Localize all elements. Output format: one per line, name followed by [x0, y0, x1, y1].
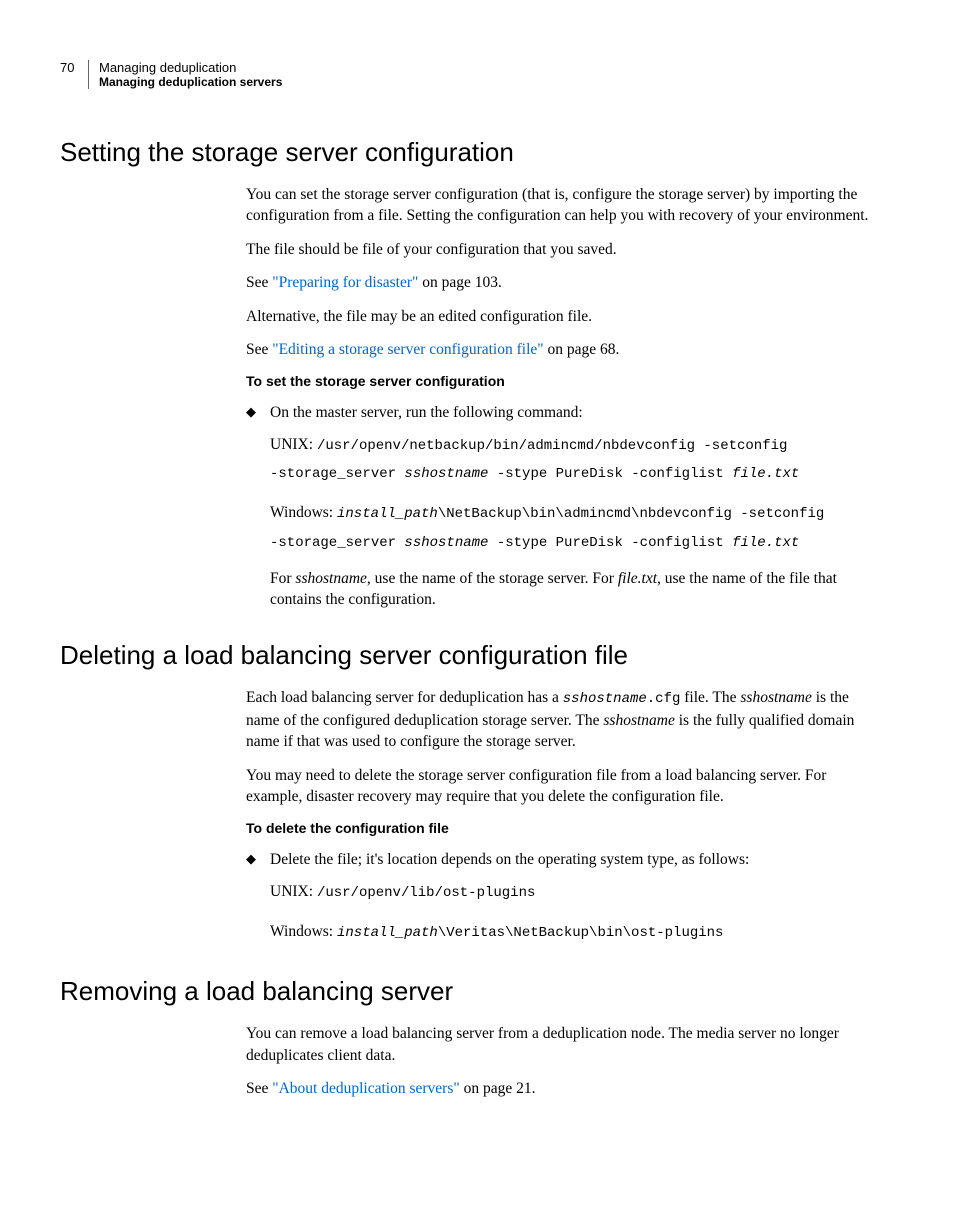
xref-link[interactable]: "Editing a storage server configuration … [272, 341, 543, 358]
text: , use the name of the storage server. Fo… [367, 570, 618, 587]
text: file. The [680, 689, 740, 706]
bullet-icon: ◆ [246, 402, 270, 422]
command-line: Windows: install_path\NetBackup\bin\admi… [270, 499, 884, 555]
platform-label: Windows: [270, 923, 337, 940]
platform-label: Windows: [270, 504, 337, 521]
text: For [270, 570, 295, 587]
text: on page 68. [544, 341, 620, 358]
paragraph: You may need to delete the storage serve… [246, 765, 884, 808]
text: on page 21. [460, 1080, 536, 1097]
command-text: \Veritas\NetBackup\bin\ost-plugins [438, 925, 724, 941]
section-heading-2: Deleting a load balancing server configu… [60, 640, 884, 671]
command-variable: file.txt [732, 466, 799, 482]
command-text: -storage_server [270, 535, 404, 551]
platform-label: UNIX: [270, 436, 317, 453]
command-text: -stype PureDisk -configlist [488, 535, 732, 551]
xref-link[interactable]: "Preparing for disaster" [272, 274, 418, 291]
command-variable: sshostname [404, 466, 488, 482]
command-variable: install_path [337, 925, 438, 941]
command-line: UNIX: /usr/openv/lib/ost-plugins [270, 878, 884, 906]
text-italic: sshostname [603, 712, 674, 729]
paragraph: See "Editing a storage server configurat… [246, 339, 884, 360]
page-number: 70 [60, 60, 88, 75]
paragraph: See "About deduplication servers" on pag… [246, 1078, 884, 1099]
xref-link[interactable]: "About deduplication servers" [272, 1080, 459, 1097]
paragraph: The file should be file of your configur… [246, 239, 884, 260]
platform-label: UNIX: [270, 883, 317, 900]
text-italic: file.txt [618, 570, 657, 587]
inline-mono: .cfg [647, 691, 681, 707]
command-line: UNIX: /usr/openv/netbackup/bin/admincmd/… [270, 431, 884, 487]
bullet-icon: ◆ [246, 849, 270, 869]
command-text: /usr/openv/netbackup/bin/admincmd/nbdevc… [317, 438, 787, 454]
section-heading-3: Removing a load balancing server [60, 976, 884, 1007]
section-3-body: You can remove a load balancing server f… [246, 1023, 884, 1099]
header-chapter: Managing deduplication [99, 60, 282, 75]
bullet-text: Delete the file; it's location depends o… [270, 849, 884, 870]
page-header: 70 Managing deduplication Managing dedup… [60, 60, 884, 89]
command-text: \NetBackup\bin\admincmd\nbdevconfig -set… [438, 506, 824, 522]
paragraph: Each load balancing server for deduplica… [246, 687, 884, 752]
command-block: UNIX: /usr/openv/netbackup/bin/admincmd/… [270, 431, 884, 611]
command-variable: sshostname [404, 535, 488, 551]
text: See [246, 1080, 272, 1097]
command-variable: file.txt [732, 535, 799, 551]
command-text: /usr/openv/lib/ost-plugins [317, 885, 535, 901]
inline-mono: sshostname [563, 691, 647, 707]
text-italic: sshostname [295, 570, 366, 587]
text: See [246, 274, 272, 291]
command-block: UNIX: /usr/openv/lib/ost-plugins Windows… [270, 878, 884, 946]
bullet-item: ◆ Delete the file; it's location depends… [246, 849, 884, 870]
header-text-block: Managing deduplication Managing deduplic… [88, 60, 282, 89]
paragraph: For sshostname, use the name of the stor… [270, 568, 884, 611]
command-variable: install_path [337, 506, 438, 522]
command-text: -storage_server [270, 466, 404, 482]
header-section: Managing deduplication servers [99, 75, 282, 89]
paragraph: You can set the storage server configura… [246, 184, 884, 227]
command-text: -stype PureDisk -configlist [488, 466, 732, 482]
page-container: 70 Managing deduplication Managing dedup… [0, 0, 954, 1171]
text: See [246, 341, 272, 358]
command-line: Windows: install_path\Veritas\NetBackup\… [270, 918, 884, 946]
section-2-body: Each load balancing server for deduplica… [246, 687, 884, 946]
bullet-item: ◆ On the master server, run the followin… [246, 402, 884, 423]
text: Each load balancing server for deduplica… [246, 689, 563, 706]
text: on page 103. [418, 274, 502, 291]
section-1-body: You can set the storage server configura… [246, 184, 884, 610]
section-heading-1: Setting the storage server configuration [60, 137, 884, 168]
procedure-title: To set the storage server configuration [246, 372, 884, 391]
paragraph: Alternative, the file may be an edited c… [246, 306, 884, 327]
bullet-text: On the master server, run the following … [270, 402, 884, 423]
text-italic: sshostname [740, 689, 811, 706]
procedure-title: To delete the configuration file [246, 819, 884, 838]
paragraph: See "Preparing for disaster" on page 103… [246, 272, 884, 293]
paragraph: You can remove a load balancing server f… [246, 1023, 884, 1066]
